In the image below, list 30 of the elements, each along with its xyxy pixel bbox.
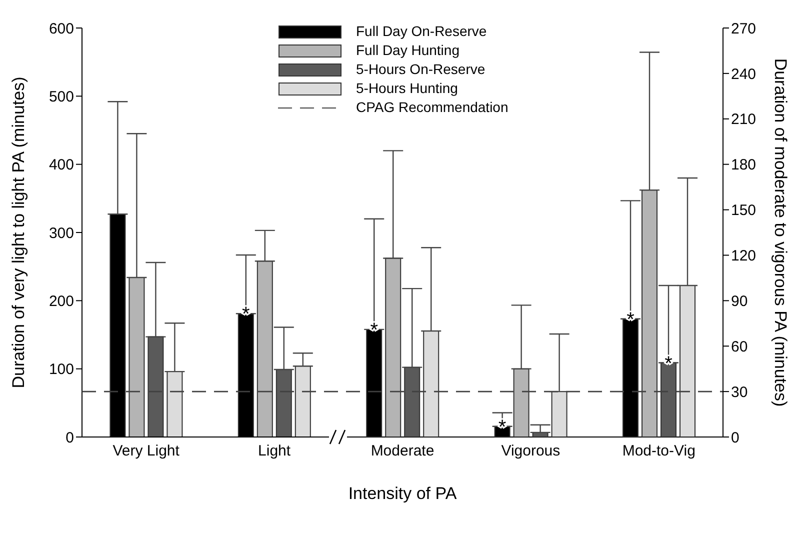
y2-tick-label: 210 xyxy=(731,111,756,128)
y-tick-label: 600 xyxy=(48,20,74,38)
y2-tick-label: 0 xyxy=(731,429,740,446)
y2-tick-label: 30 xyxy=(731,384,748,401)
y-tick-label: 500 xyxy=(48,88,74,106)
y2-tick-label: 90 xyxy=(731,292,748,310)
y2-tick-label: 240 xyxy=(731,66,756,83)
legend-label: 5-Hours Hunting xyxy=(356,79,458,98)
y2-tick-label: 60 xyxy=(731,338,748,356)
x-axis-title: Intensity of PA xyxy=(348,484,458,503)
y-axis-title: Duration of very light to light PA (minutes) xyxy=(9,76,28,388)
legend-label: CPAG Recommendation xyxy=(356,98,508,117)
y2-axis-title: Duration of moderate to vigorous PA (minutes) xyxy=(770,58,790,407)
x-tick-label: Moderate xyxy=(370,442,434,460)
y-tick-label: 100 xyxy=(48,361,74,378)
y2-tick-label: 120 xyxy=(731,248,756,265)
legend-label: Full Day Hunting xyxy=(356,41,460,60)
legend-label: 5-Hours On-Reserve xyxy=(356,60,486,79)
y2-tick-label: 150 xyxy=(731,202,756,220)
y-tick-label: 0 xyxy=(66,429,74,446)
x-tick-label: Vigorous xyxy=(501,442,560,460)
y-tick-label: 400 xyxy=(48,156,74,174)
x-tick-label: Very Light xyxy=(112,442,180,460)
legend-label: Full Day On-Reserve xyxy=(356,22,487,41)
x-tick-label: Light xyxy=(258,442,292,460)
y-tick-label: 200 xyxy=(48,292,74,310)
y2-tick-label: 270 xyxy=(731,20,756,38)
y2-tick-label: 180 xyxy=(731,156,756,174)
x-tick-label: Mod-to-Vig xyxy=(622,442,696,460)
y-tick-label: 300 xyxy=(48,224,74,242)
